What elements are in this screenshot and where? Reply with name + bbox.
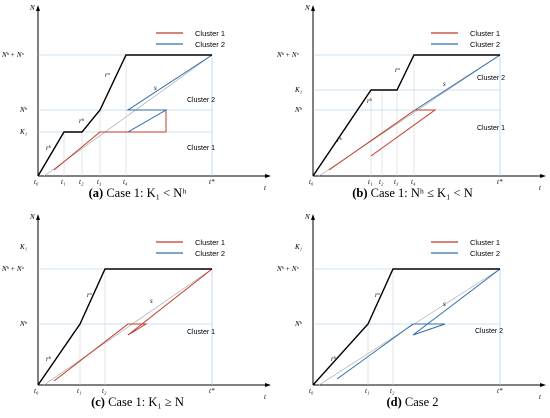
x-tick: t₃: [394, 178, 399, 186]
x-tick: t*: [497, 178, 503, 186]
curve-label: rʰ: [79, 117, 85, 125]
x-axis-label: t: [539, 184, 542, 192]
cluster2-line: [336, 268, 501, 380]
x-tick: t₀: [309, 387, 314, 395]
curve-label: s: [443, 80, 446, 88]
curve-label: rᵏ: [46, 144, 52, 152]
x-axis-label: t: [264, 184, 267, 192]
curve-label: rᵏ: [337, 136, 343, 144]
cluster2-line: [414, 54, 501, 111]
total-curve: [37, 268, 212, 386]
legend-cluster2: Cluster 2: [470, 40, 500, 49]
total-curve: [312, 268, 500, 386]
y-tick: Nʰ + Nᵒ: [276, 265, 300, 273]
caption: (b) Case 1: Nʰ ≤ K₁ < N: [352, 186, 473, 200]
cluster1-line: [53, 110, 167, 171]
y-tick: Nʰ: [19, 320, 28, 328]
caption: (c) Case 1: K₁ ≥ N: [91, 395, 184, 409]
region-label: Cluster 1: [187, 329, 215, 336]
y-axis-label: N: [29, 4, 35, 12]
y-tick: Nʰ + Nᵒ: [1, 265, 25, 273]
curve-label: s: [154, 84, 157, 92]
legend-cluster1: Cluster 1: [470, 29, 500, 38]
legend-cluster1: Cluster 1: [470, 238, 500, 247]
x-tick: t₂: [379, 178, 384, 186]
curve-label: rʰ: [46, 355, 52, 363]
curve-label: rᵒ: [375, 291, 381, 299]
panel-b: N t Nʰ + Nᵒ K₁ Nʰ t₀ t₁ t₂ t₃ t₄ t* rᵒ s…: [275, 0, 550, 209]
curve-label: s: [150, 297, 153, 305]
cluster1-line: [53, 268, 213, 382]
y-axis-label: N: [304, 213, 310, 221]
x-tick: t₁: [368, 178, 372, 186]
curve-label: rᵒ: [105, 71, 111, 79]
y-tick: Nʰ: [294, 106, 303, 114]
y-tick: Nʰ + Nᵒ: [1, 51, 25, 59]
y-axis-label: N: [29, 213, 35, 221]
y-tick: Nʰ: [19, 106, 28, 114]
panel-c: N t K₁ Nʰ + Nᵒ Nʰ t₀ t₁ t₂ t* rᵒ s rʰ Cl…: [0, 209, 275, 418]
curve-label: s: [443, 300, 446, 308]
x-tick: t₂: [390, 387, 395, 395]
x-tick: t₁: [365, 387, 369, 395]
y-tick: Nʰ: [294, 320, 303, 328]
x-tick: t₂: [79, 178, 84, 186]
x-axis-label: t: [539, 393, 542, 401]
cluster1-line: [328, 109, 437, 171]
cluster2-line: [126, 54, 213, 133]
y-axis-label: N: [304, 4, 310, 12]
region-label: Cluster 2: [477, 75, 505, 82]
caption: (a) Case 1: K₁ < Nʰ: [88, 186, 187, 200]
caption: (d) Case 2: [386, 395, 439, 409]
legend-cluster1: Cluster 1: [195, 29, 225, 38]
legend-cluster2: Cluster 2: [195, 40, 225, 49]
y-tick: Nʰ + Nᵒ: [276, 51, 300, 59]
x-tick: t₁: [77, 387, 81, 395]
legend-cluster2: Cluster 2: [195, 249, 225, 258]
curve-label: rᵒ: [395, 66, 401, 74]
x-tick: t*: [497, 387, 503, 395]
x-tick: t₀: [309, 178, 314, 186]
curve-label: rᵒ: [87, 291, 93, 299]
x-tick: t₄: [123, 178, 128, 186]
x-axis-label: t: [264, 393, 267, 401]
x-tick: t₂: [102, 387, 107, 395]
y-tick: K₁: [19, 128, 27, 136]
region-label: Cluster 2: [187, 97, 215, 104]
y-tick: K₁: [19, 243, 27, 251]
x-tick: t₃: [97, 178, 102, 186]
region-label: Cluster 2: [475, 328, 503, 335]
total-curve: [312, 54, 500, 177]
x-tick: t₄: [411, 178, 416, 186]
x-tick: t₀: [34, 387, 39, 395]
y-tick: K₁: [294, 86, 302, 94]
curve-label: rʰ: [367, 97, 373, 105]
x-tick: t₀: [34, 178, 39, 186]
legend-cluster2: Cluster 2: [470, 249, 500, 258]
total-curve: [37, 54, 212, 177]
panel-a: N t Nʰ + Nᵒ Nʰ K₁ t₀ t₁ t₂ t₃ t₄ t* rᵒ s…: [0, 0, 275, 209]
x-tick: t*: [209, 178, 215, 186]
region-label: Cluster 1: [187, 145, 215, 152]
x-tick: t*: [209, 387, 215, 395]
x-tick: t₁: [61, 178, 65, 186]
curve-label: rʰ: [331, 355, 337, 363]
legend-cluster1: Cluster 1: [195, 238, 225, 247]
y-tick: K₁: [294, 243, 302, 251]
region-label: Cluster 1: [477, 125, 505, 132]
panel-d: N t K₁ Nʰ + Nᵒ Nʰ t₀ t₁ t₂ t* rᵒ s rʰ Cl…: [275, 209, 550, 418]
